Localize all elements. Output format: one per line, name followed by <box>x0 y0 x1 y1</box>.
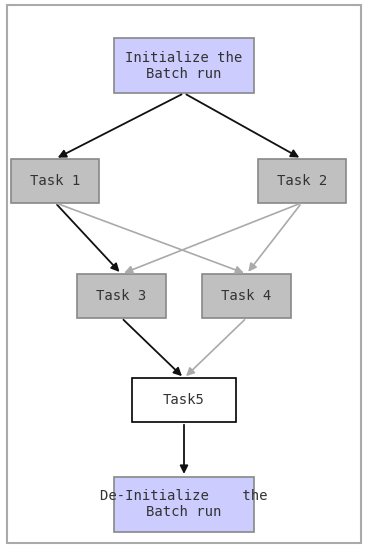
FancyBboxPatch shape <box>11 159 99 203</box>
Text: Task 3: Task 3 <box>96 289 146 303</box>
FancyBboxPatch shape <box>258 159 346 203</box>
Text: De-Initialize    the
Batch run: De-Initialize the Batch run <box>100 489 268 520</box>
Text: Task 2: Task 2 <box>277 174 327 188</box>
FancyBboxPatch shape <box>77 274 166 318</box>
Text: Initialize the
Batch run: Initialize the Batch run <box>125 50 243 81</box>
FancyBboxPatch shape <box>132 378 236 422</box>
Text: Task 1: Task 1 <box>30 174 80 188</box>
Text: Task 4: Task 4 <box>222 289 272 303</box>
FancyBboxPatch shape <box>114 38 254 93</box>
FancyBboxPatch shape <box>114 477 254 532</box>
Text: Task5: Task5 <box>163 393 205 407</box>
FancyBboxPatch shape <box>202 274 291 318</box>
